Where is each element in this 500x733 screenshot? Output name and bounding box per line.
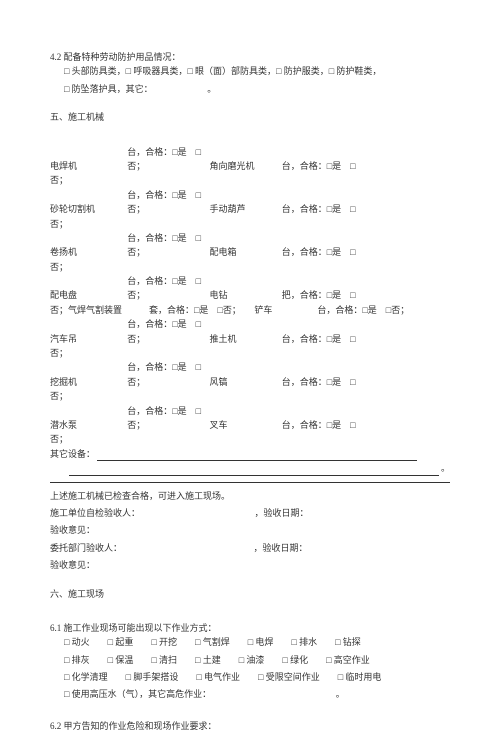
machine-tail: 否； — [50, 432, 450, 446]
machine-tail: 否；气焊气割装置 套，合格：□是 □否； 铲车 台，合格：□是 □否； — [50, 303, 450, 317]
machine-name: 卷扬机 — [50, 245, 125, 259]
accept-row-1: 施工单位自检验收人： ，验收日期： — [50, 506, 450, 520]
machine-result: 台，合格：□是 □ — [282, 375, 356, 389]
accept-row-2: 委托部门验收人： ，验收日期： — [50, 541, 450, 555]
machine-row: 卷扬机 台，合格：□是 □否； 配电箱 台，合格：□是 □ — [50, 231, 450, 260]
machine-row: 电焊机 台，合格：□是 □否； 角向磨光机 台，合格：□是 □ — [50, 145, 450, 174]
machine-tail: 否； — [50, 217, 450, 231]
opinion-2: 验收意见： — [50, 558, 450, 572]
machine-name: 叉车 — [210, 418, 280, 432]
machine-result: 台，合格：□是 □ — [282, 332, 356, 346]
machine-result: 台，合格：□是 □否； — [127, 404, 207, 433]
footer-end: 。 — [441, 463, 450, 473]
ppe-line-2-end: 。 — [207, 84, 216, 94]
s62-title: 6.2 甲方告知的作业危险和现场作业要求： — [50, 719, 450, 733]
machine-result: 台，合格：□是 □ — [282, 418, 356, 432]
machine-result: 把，合格：□是 □ — [282, 288, 356, 302]
work-l4-end: 。 — [336, 689, 345, 699]
machine-name: 砂轮切割机 — [50, 202, 125, 216]
s5-title: 五、施工机械 — [50, 110, 450, 124]
other-equip: 其它设备： — [50, 447, 450, 461]
machine-name: 汽车吊 — [50, 332, 125, 346]
work-l1: □ 动火 □ 起重 □ 开挖 □ 气割焊 □ 电焊 □ 排水 □ 钻探 — [50, 635, 450, 649]
accept1-b: ，验收日期： — [255, 508, 309, 518]
work-l4-text: □ 使用高压水（气），其它高危作业： — [64, 689, 211, 699]
ppe-line-2-text: □ 防坠落护具，其它： — [64, 84, 153, 94]
machine-tail: 否； — [50, 173, 450, 187]
work-l4: □ 使用高压水（气），其它高危作业： 。 — [50, 687, 450, 701]
ppe-line-2: □ 防坠落护具，其它： 。 — [50, 82, 450, 96]
machine-result: 台，合格：□是 □ — [282, 245, 356, 259]
machine-row: 挖掘机 台，合格：□是 □否； 风镐 台，合格：□是 □ — [50, 360, 450, 389]
machine-name: 潜水泵 — [50, 418, 125, 432]
machine-result: 台，合格：□是 □ — [282, 159, 356, 173]
accept2-a: 委托部门验收人： — [50, 543, 122, 553]
machine-name: 推土机 — [210, 332, 280, 346]
machine-row: 潜水泵 台，合格：□是 □否； 叉车 台，合格：□是 □ — [50, 404, 450, 433]
other-equip-2: 。 — [50, 461, 450, 475]
machine-result: 台，合格：□是 □否； — [127, 188, 207, 217]
machine-name: 角向磨光机 — [210, 159, 280, 173]
s6-title: 六、施工现场 — [50, 587, 450, 601]
machine-tail: 否； — [50, 260, 450, 274]
accept2-b: ，验收日期： — [254, 543, 308, 553]
section-5: 五、施工机械 电焊机 台，合格：□是 □否； 角向磨光机 台，合格：□是 □ 否… — [50, 110, 450, 572]
machine-result: 台，合格：□是 □否； — [127, 317, 207, 346]
s61-title: 6.1 施工作业现场可能出现以下作业方式： — [50, 621, 450, 635]
machine-result: 台，合格：□是 □否； — [127, 274, 207, 303]
accept1-a: 施工单位自检验收人： — [50, 508, 140, 518]
section-6: 六、施工现场 6.1 施工作业现场可能出现以下作业方式： □ 动火 □ 起重 □… — [50, 587, 450, 733]
machine-row: 砂轮切割机 台，合格：□是 □否； 手动葫芦 台，合格：□是 □ — [50, 188, 450, 217]
other-line-2 — [69, 466, 439, 476]
machine-name: 配电箱 — [210, 245, 280, 259]
s42-title: 4.2 配备特种劳动防护用品情况： — [50, 50, 450, 64]
machine-result: 台，合格：□是 □否； — [127, 360, 207, 389]
other-label: 其它设备： — [50, 449, 95, 459]
machine-name: 挖掘机 — [50, 375, 125, 389]
other-line — [97, 451, 417, 461]
ppe-line-1: □ 头部防具类，□ 呼吸器具类，□ 眼（面）部防具类，□ 防护服类，□ 防护鞋类… — [50, 64, 450, 78]
machine-name: 风镐 — [210, 375, 280, 389]
opinion-1: 验收意见： — [50, 523, 450, 537]
divider — [50, 482, 450, 483]
machine-result: 台，合格：□是 □否； — [127, 145, 207, 174]
section-4-2: 4.2 配备特种劳动防护用品情况： □ 头部防具类，□ 呼吸器具类，□ 眼（面）… — [50, 50, 450, 96]
machine-result: 台，合格：□是 □ — [282, 202, 356, 216]
work-l3: □ 化学清理 □ 脚手架搭设 □ 电气作业 □ 受限空间作业 □ 临时用电 — [50, 670, 450, 684]
machine-row: 汽车吊 台，合格：□是 □否； 推土机 台，合格：□是 □ — [50, 317, 450, 346]
machine-row: 配电盘 台，合格：□是 □否； 电钻 把，合格：□是 □ — [50, 274, 450, 303]
machine-result: 台，合格：□是 □否； — [127, 231, 207, 260]
work-l2: □ 排灰 □ 保温 □ 清扫 □ 土建 □ 油漆 □ 绿化 □ 高空作业 — [50, 653, 450, 667]
machine-tail: 否； — [50, 389, 450, 403]
approved-text: 上述施工机械已检查合格，可进入施工现场。 — [50, 489, 450, 503]
machine-tail: 否； — [50, 346, 450, 360]
machine-name: 电钻 — [210, 288, 280, 302]
machine-name: 电焊机 — [50, 159, 125, 173]
machine-name: 配电盘 — [50, 288, 125, 302]
machine-name: 手动葫芦 — [210, 202, 280, 216]
